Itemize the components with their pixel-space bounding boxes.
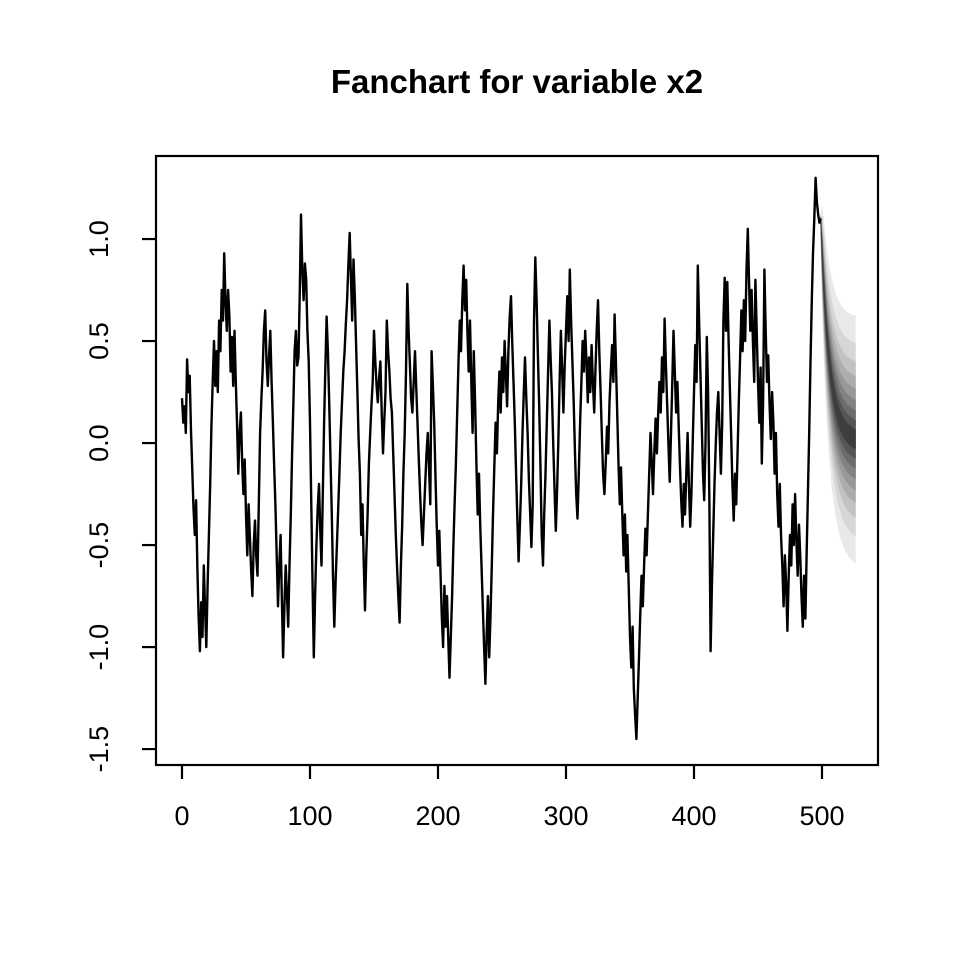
series-path [180,176,822,741]
x-tick-label: 200 [415,801,460,831]
y-tick-label: -1.0 [84,624,114,671]
x-tick-label: 500 [799,801,844,831]
x-tick-label: 400 [671,801,716,831]
x-tick-label: 100 [287,801,332,831]
fan-band-10 [820,218,856,450]
chart-title: Fanchart for variable x2 [331,63,703,100]
y-tick-label: -1.5 [84,726,114,773]
fan-band-30 [820,217,856,469]
y-axis: -1.5 -1.0 -0.5 0.0 0.5 1.0 [84,220,156,772]
x-tick-label: 300 [543,801,588,831]
y-tick-label: 0.5 [84,322,114,360]
y-tick-label: 0.0 [84,424,114,462]
x-tick-label: 0 [174,801,189,831]
y-tick-label: 1.0 [84,220,114,258]
forecast-fan [820,206,856,564]
x-axis: 0 100 200 300 400 500 [174,765,845,831]
series-line [180,176,822,741]
y-tick-label: -0.5 [84,522,114,569]
plot-frame [154,154,880,767]
